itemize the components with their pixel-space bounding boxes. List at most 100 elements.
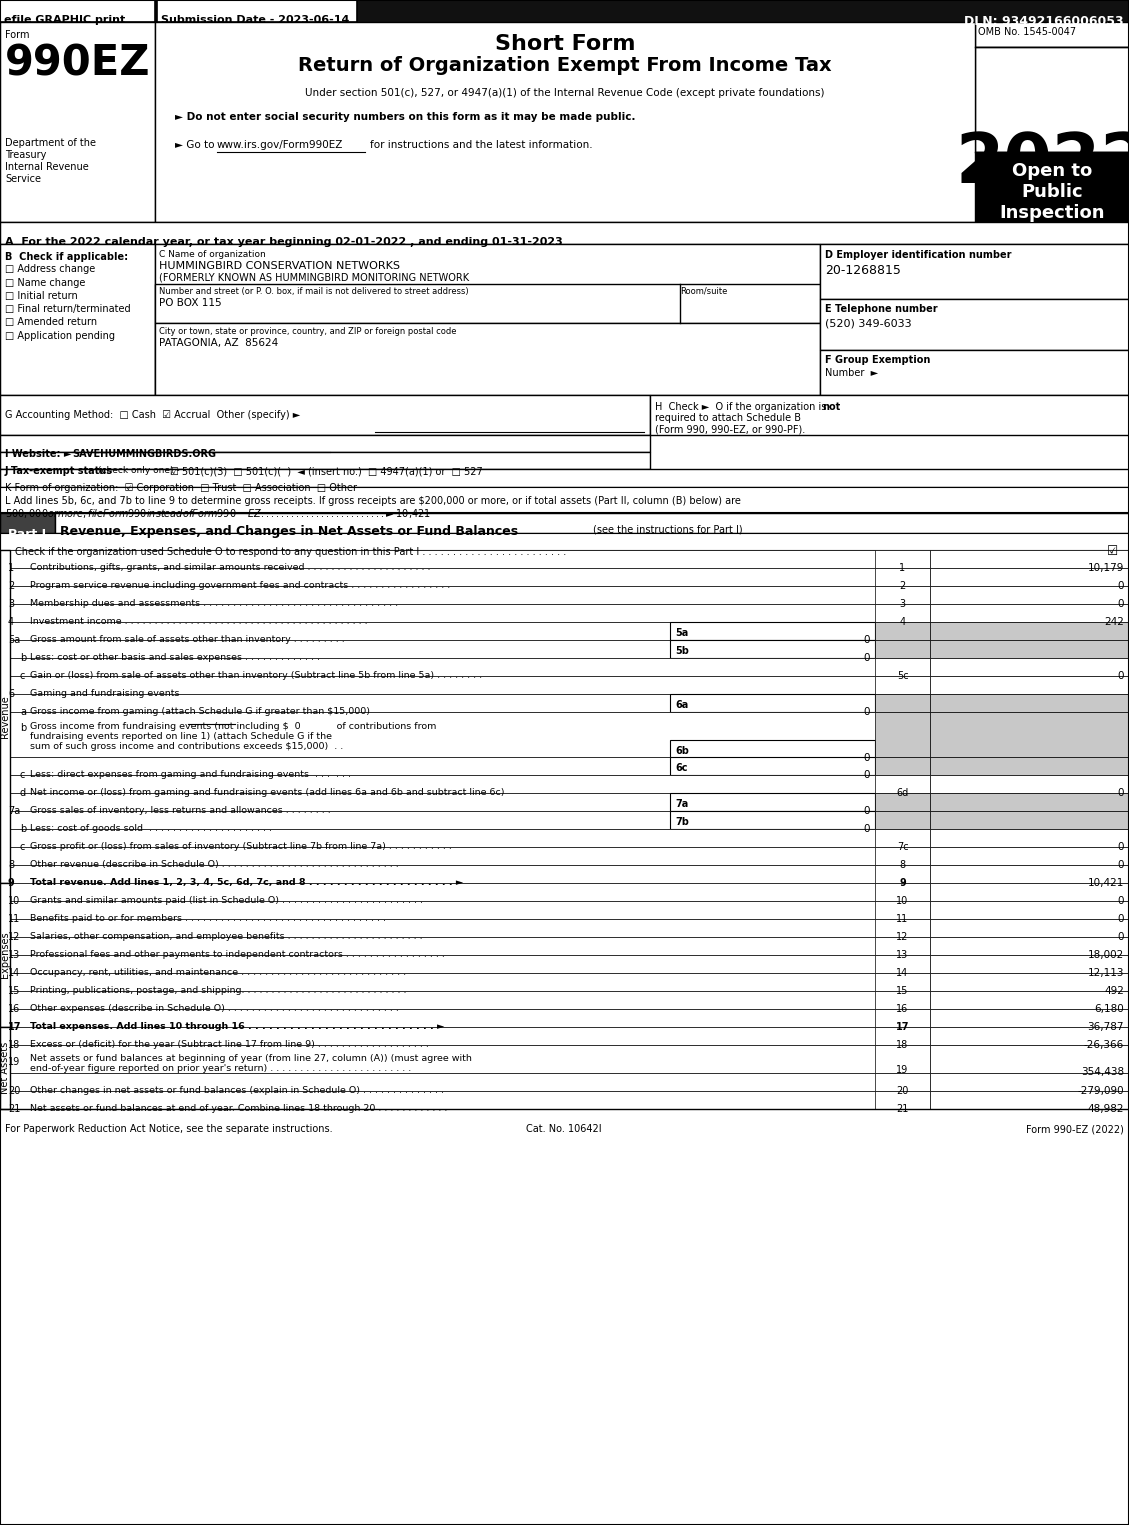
- Bar: [0, 567, 1129, 586]
- Bar: [0, 775, 1129, 793]
- Bar: [0, 244, 155, 395]
- Text: Cat. No. 10642I: Cat. No. 10642I: [526, 1124, 602, 1135]
- Text: 0: 0: [1118, 897, 1124, 906]
- Text: 0: 0: [1118, 842, 1124, 852]
- Text: 0: 0: [1118, 932, 1124, 942]
- Bar: [0, 830, 1129, 846]
- Bar: [0, 1090, 1129, 1109]
- Bar: [0, 435, 650, 451]
- Text: efile GRAPHIC print: efile GRAPHIC print: [5, 15, 125, 24]
- Text: 9: 9: [899, 878, 905, 888]
- Bar: [930, 811, 1129, 830]
- Bar: [930, 604, 1129, 622]
- Bar: [930, 793, 1129, 811]
- Text: Contributions, gifts, grants, and similar amounts received . . . . . . . . . . .: Contributions, gifts, grants, and simila…: [30, 563, 430, 572]
- Text: E Telephone number: E Telephone number: [825, 303, 937, 314]
- Text: 20: 20: [8, 1086, 20, 1096]
- Bar: [930, 991, 1129, 1010]
- Bar: [0, 0, 1129, 21]
- Text: Benefits paid to or for members . . . . . . . . . . . . . . . . . . . . . . . . : Benefits paid to or for members . . . . …: [30, 913, 386, 923]
- Bar: [875, 865, 930, 883]
- Bar: [930, 1010, 1129, 1026]
- Text: Program service revenue including government fees and contracts . . . . . . . . : Program service revenue including govern…: [30, 581, 450, 590]
- Text: 2: 2: [8, 581, 15, 592]
- Bar: [669, 640, 875, 657]
- Text: 4: 4: [8, 618, 15, 627]
- Text: (520) 349-6033: (520) 349-6033: [825, 319, 911, 328]
- Text: 0: 0: [1118, 581, 1124, 592]
- Text: L Add lines 5b, 6c, and 7b to line 9 to determine gross receipts. If gross recei: L Add lines 5b, 6c, and 7b to line 9 to …: [5, 496, 741, 506]
- Bar: [0, 756, 1129, 775]
- Text: C Name of organization: C Name of organization: [159, 250, 265, 259]
- Text: 16: 16: [896, 1003, 909, 1014]
- Text: K Form of organization:  ☑ Corporation  □ Trust  □ Association  □ Other: K Form of organization: ☑ Corporation □ …: [5, 483, 357, 493]
- Text: Gaming and fundraising events: Gaming and fundraising events: [30, 689, 180, 698]
- Text: 0: 0: [1118, 599, 1124, 608]
- Bar: [0, 534, 1129, 551]
- Text: Form: Form: [5, 30, 29, 40]
- Bar: [0, 955, 1129, 973]
- Text: 14: 14: [8, 968, 20, 978]
- Text: 7a: 7a: [8, 807, 20, 816]
- Bar: [930, 901, 1129, 920]
- Bar: [930, 883, 1129, 901]
- Bar: [930, 567, 1129, 586]
- Text: 0: 0: [864, 824, 870, 834]
- Bar: [0, 451, 650, 470]
- Text: sum of such gross income and contributions exceeds $15,000)  . .: sum of such gross income and contributio…: [30, 743, 343, 750]
- Text: For Paperwork Reduction Act Notice, see the separate instructions.: For Paperwork Reduction Act Notice, see …: [5, 1124, 333, 1135]
- Bar: [930, 756, 1129, 775]
- Bar: [650, 395, 1129, 435]
- Text: fundraising events reported on line 1) (attach Schedule G if the: fundraising events reported on line 1) (…: [30, 732, 332, 741]
- Text: B  Check if applicable:: B Check if applicable:: [5, 252, 128, 262]
- Text: Open to
Public
Inspection: Open to Public Inspection: [999, 162, 1105, 221]
- Text: Service: Service: [5, 174, 41, 185]
- Text: Short Form: Short Form: [495, 34, 636, 53]
- Text: 8: 8: [900, 860, 905, 869]
- Text: Other changes in net assets or fund balances (explain in Schedule O) . . . . . .: Other changes in net assets or fund bala…: [30, 1086, 444, 1095]
- Text: end-of-year figure reported on prior year's return) . . . . . . . . . . . . . . : end-of-year figure reported on prior yea…: [30, 1064, 411, 1074]
- Text: Membership dues and assessments . . . . . . . . . . . . . . . . . . . . . . . . : Membership dues and assessments . . . . …: [30, 599, 399, 608]
- Text: 5c: 5c: [896, 671, 909, 682]
- Bar: [157, 0, 357, 21]
- Bar: [0, 551, 10, 883]
- Text: 15: 15: [896, 987, 909, 996]
- Bar: [875, 1010, 930, 1026]
- Text: 0: 0: [864, 770, 870, 779]
- Text: 6d: 6d: [896, 788, 909, 798]
- Text: 6b: 6b: [675, 746, 689, 756]
- Text: Printing, publications, postage, and shipping. . . . . . . . . . . . . . . . . .: Printing, publications, postage, and shi…: [30, 987, 406, 994]
- Bar: [875, 973, 930, 991]
- Text: 0: 0: [864, 653, 870, 663]
- Text: Room/suite: Room/suite: [680, 287, 727, 296]
- Text: 5a: 5a: [675, 628, 689, 637]
- Bar: [975, 152, 1129, 223]
- Bar: [875, 811, 930, 830]
- Bar: [0, 622, 1129, 640]
- Text: 1: 1: [900, 563, 905, 573]
- Bar: [875, 846, 930, 865]
- Text: 6a: 6a: [675, 700, 689, 711]
- Text: 4: 4: [900, 618, 905, 627]
- Text: DLN: 93492166006053: DLN: 93492166006053: [964, 15, 1124, 27]
- Bar: [930, 936, 1129, 955]
- Bar: [820, 244, 1129, 299]
- Bar: [875, 756, 930, 775]
- Text: 5b: 5b: [675, 647, 689, 656]
- Text: 3: 3: [8, 599, 15, 608]
- Bar: [669, 811, 875, 830]
- Bar: [875, 551, 930, 567]
- Bar: [875, 712, 930, 756]
- Text: I Website: ►: I Website: ►: [5, 448, 71, 459]
- Text: D Employer identification number: D Employer identification number: [825, 250, 1012, 259]
- Text: Internal Revenue: Internal Revenue: [5, 162, 89, 172]
- Bar: [875, 901, 930, 920]
- Text: 242: 242: [1104, 618, 1124, 627]
- Text: c: c: [20, 842, 25, 852]
- Text: 7c: 7c: [896, 842, 909, 852]
- Bar: [0, 0, 155, 21]
- Bar: [930, 846, 1129, 865]
- Text: Number  ►: Number ►: [825, 368, 878, 378]
- Text: Total expenses. Add lines 10 through 16 . . . . . . . . . . . . . . . . . . . . : Total expenses. Add lines 10 through 16 …: [30, 1022, 444, 1031]
- Text: Expenses: Expenses: [0, 932, 10, 979]
